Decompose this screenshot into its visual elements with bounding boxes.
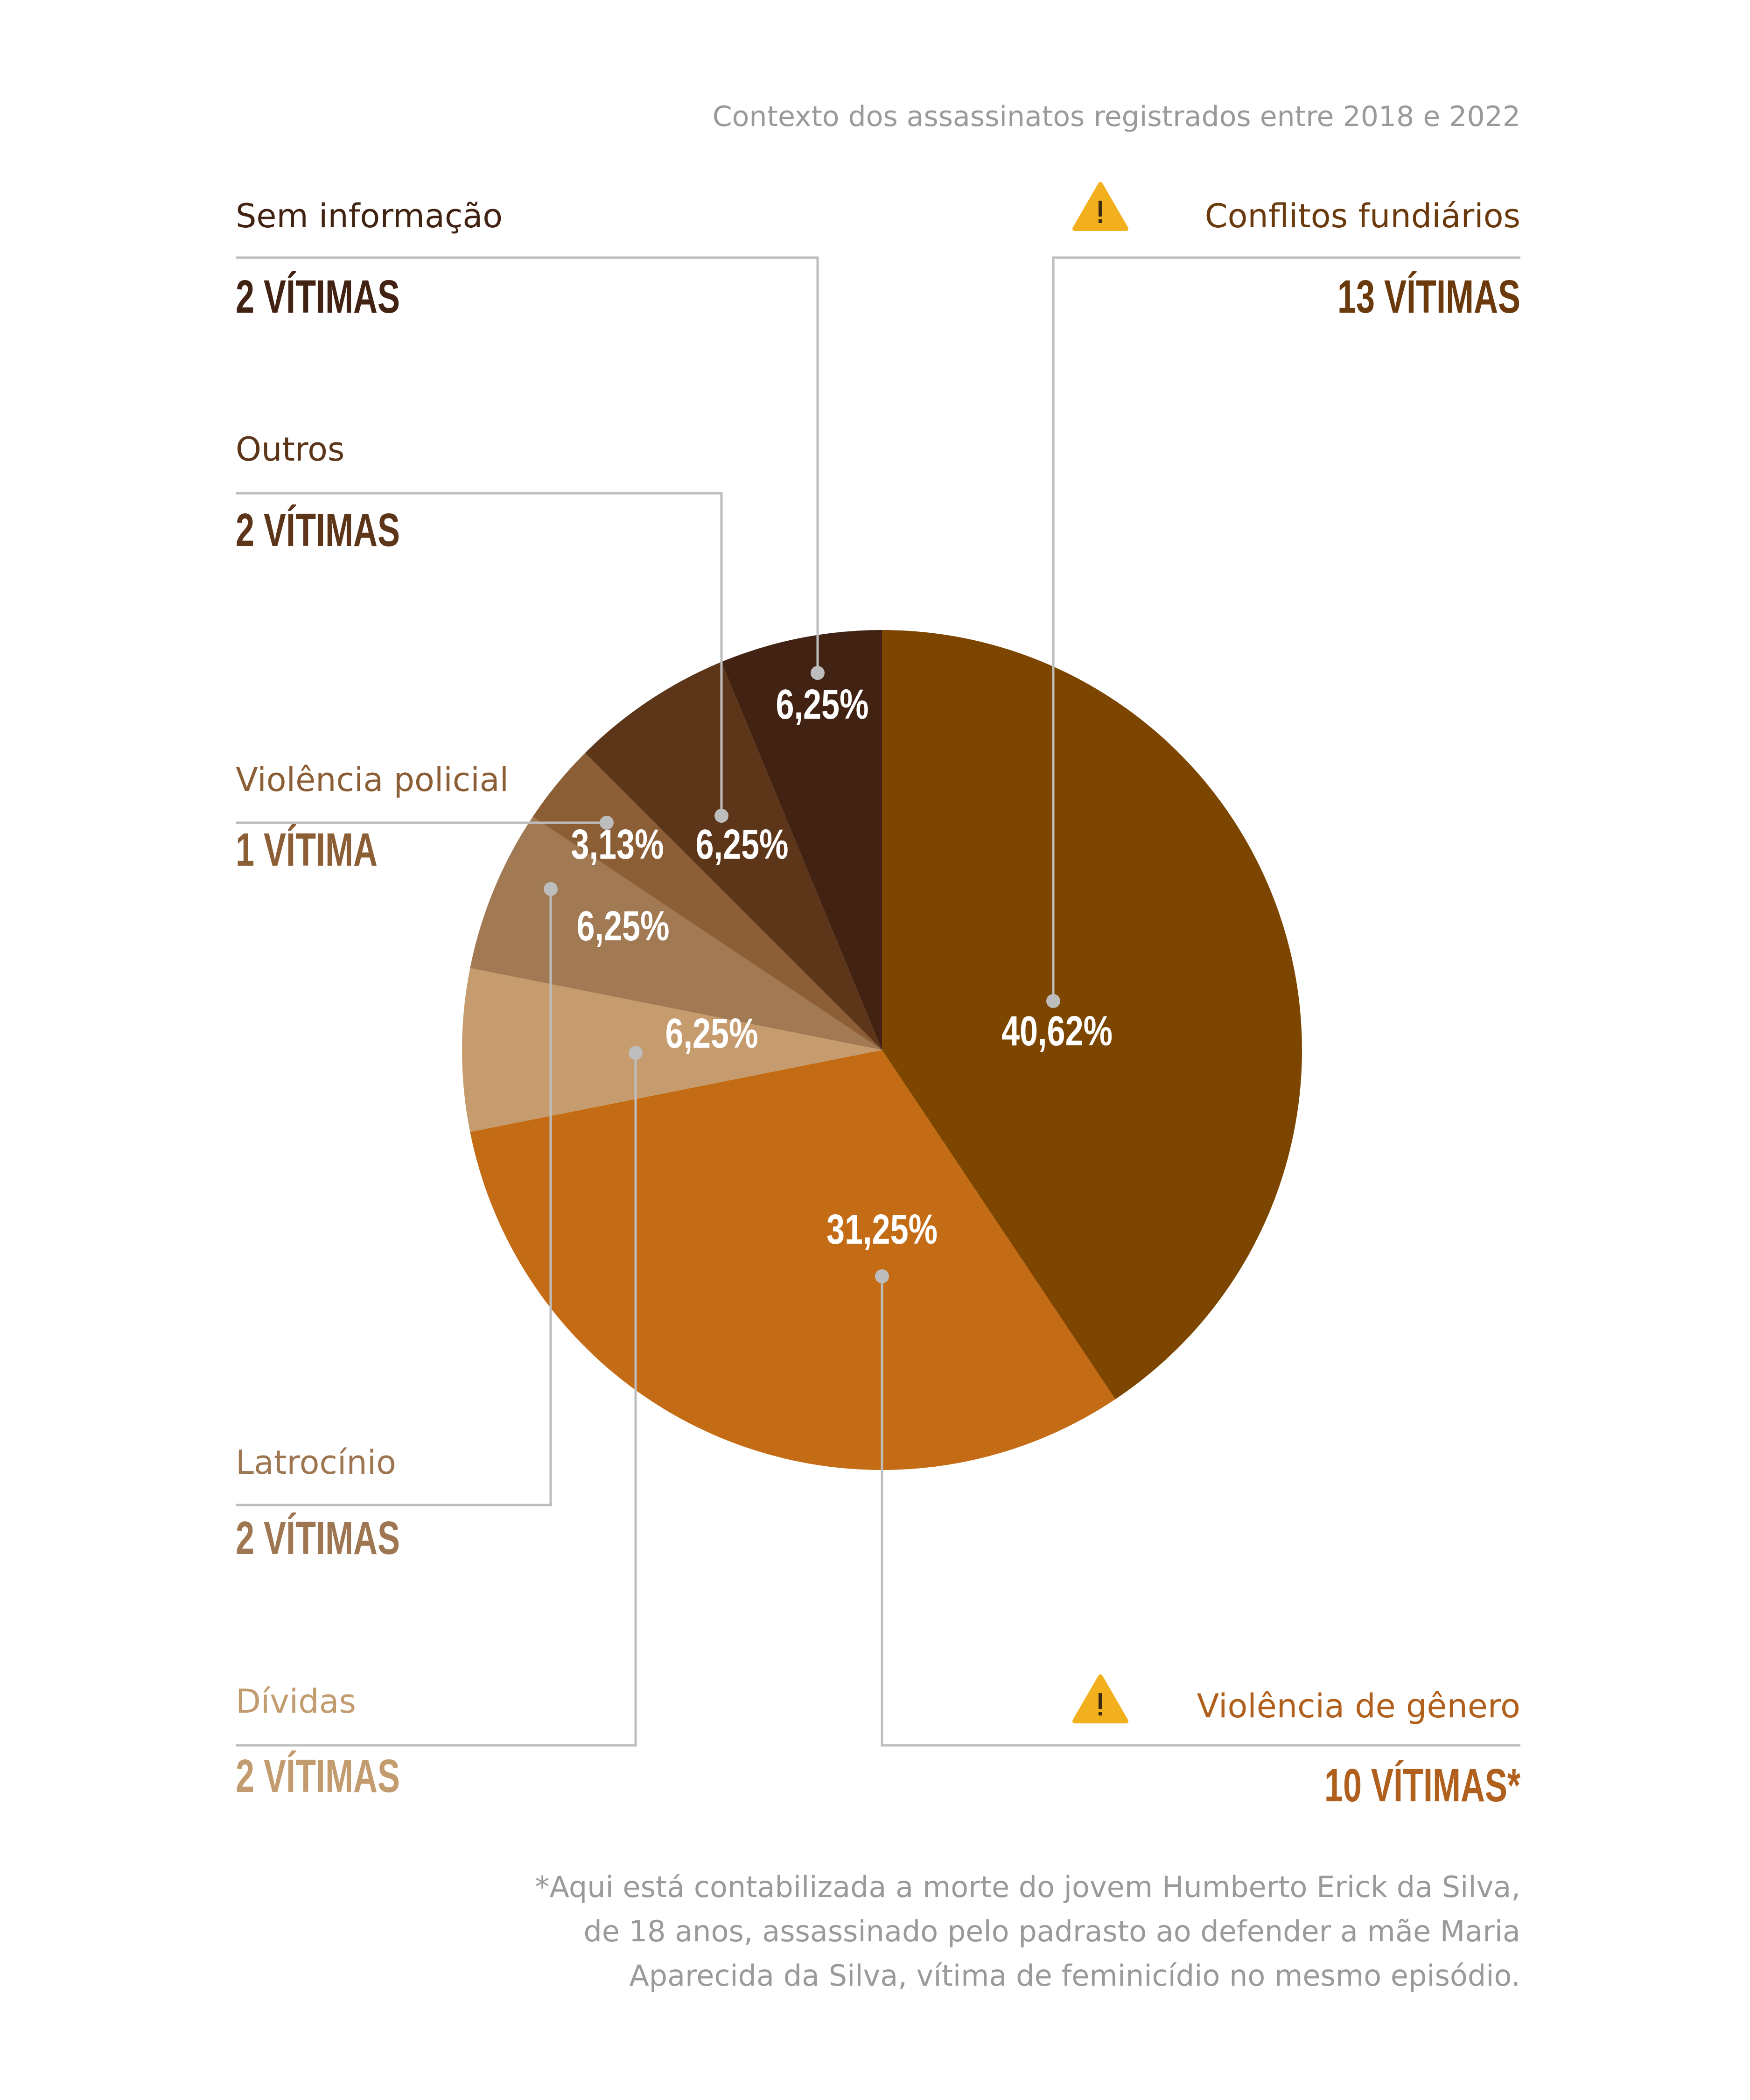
- leader-dot-outros: [714, 809, 728, 823]
- pie-slice-violencia-policial: [532, 753, 882, 1050]
- category-name-conflitos-fundiarios: Conflitos fundiários: [1205, 197, 1520, 235]
- pie-slice-violencia-de-genero: [470, 1050, 1116, 1470]
- leader-dot-violencia-policial: [600, 816, 614, 830]
- pie-slice-outros: [585, 662, 882, 1050]
- leader-line-latrocinio: [236, 889, 552, 1506]
- category-name-sem-informacao: Sem informação: [236, 197, 503, 235]
- leader-line-outros: [236, 492, 723, 816]
- category-name-latrocinio: Latrocínio: [236, 1443, 396, 1482]
- leader-line-conflitos-fundiarios: [1052, 256, 1520, 1001]
- leader-dot-sem-informacao: [811, 666, 825, 680]
- percent-label-conflitos-fundiarios: 40,62%: [1001, 1008, 1113, 1055]
- pie-slice-dividas: [462, 968, 882, 1132]
- leader-dot-dividas: [629, 1046, 643, 1060]
- percent-labels: 40,62% 31,25% 6,25% 6,25% 3,13% 6,25% 6,25%: [571, 681, 1113, 1253]
- pie-slice-sem-informacao: [721, 630, 882, 1050]
- leader-line-dividas: [236, 1053, 637, 1747]
- category-name-violencia-policial: Violência policial: [236, 761, 509, 799]
- category-count-violencia-de-genero: 10 VÍTIMAS*: [1324, 1759, 1520, 1811]
- category-count-conflitos-fundiarios: 13 VÍTIMAS: [1337, 271, 1520, 322]
- percent-label-violencia-policial: 3,13%: [571, 821, 664, 868]
- pie-slice-conflitos-fundiarios: [882, 630, 1302, 1400]
- warning-icon: [1072, 182, 1128, 231]
- leader-dot-conflitos-fundiarios: [1046, 994, 1060, 1008]
- warning-icon: [1072, 1674, 1128, 1723]
- pie-slice-latrocinio: [470, 816, 882, 1050]
- category-count-violencia-policial: 1 VÍTIMA: [236, 824, 378, 875]
- category-name-violencia-de-genero: Violência de gênero: [1197, 1687, 1520, 1725]
- category-count-outros: 2 VÍTIMAS: [236, 504, 400, 556]
- category-count-dividas: 2 VÍTIMAS: [236, 1750, 400, 1802]
- category-name-outros: Outros: [236, 430, 344, 469]
- footnote: *Aqui está contabilizada a morte do jove…: [535, 1870, 1520, 1993]
- percent-label-dividas: 6,25%: [665, 1010, 758, 1057]
- percent-label-latrocinio: 6,25%: [576, 903, 669, 950]
- leader-dot-latrocinio: [544, 882, 558, 896]
- chart-title: Contexto dos assassinatos registrados en…: [713, 100, 1520, 133]
- leader-lines: [236, 256, 1520, 1747]
- category-count-latrocinio: 2 VÍTIMAS: [236, 1512, 400, 1564]
- category-name-dividas: Dívidas: [236, 1682, 356, 1721]
- leader-line-sem-informacao: [236, 256, 819, 673]
- category-count-sem-informacao: 2 VÍTIMAS: [236, 271, 400, 322]
- pie-slices: [462, 630, 1302, 1470]
- footnote-line: Aparecida da Silva, vítima de feminicídi…: [629, 1959, 1520, 1993]
- footnote-line: *Aqui está contabilizada a morte do jove…: [535, 1870, 1520, 1904]
- percent-label-sem-informacao: 6,25%: [776, 681, 868, 728]
- footnote-line: de 18 anos, assassinado pelo padrasto ao…: [584, 1914, 1521, 1948]
- leader-dot-violencia-de-genero: [875, 1269, 889, 1283]
- percent-label-outros: 6,25%: [695, 821, 788, 868]
- leader-line-violencia-de-genero: [881, 1276, 1520, 1747]
- category-labels: Conflitos fundiários 13 VÍTIMAS Violência …: [236, 182, 1520, 1812]
- percent-label-violencia-de-genero: 31,25%: [826, 1206, 938, 1253]
